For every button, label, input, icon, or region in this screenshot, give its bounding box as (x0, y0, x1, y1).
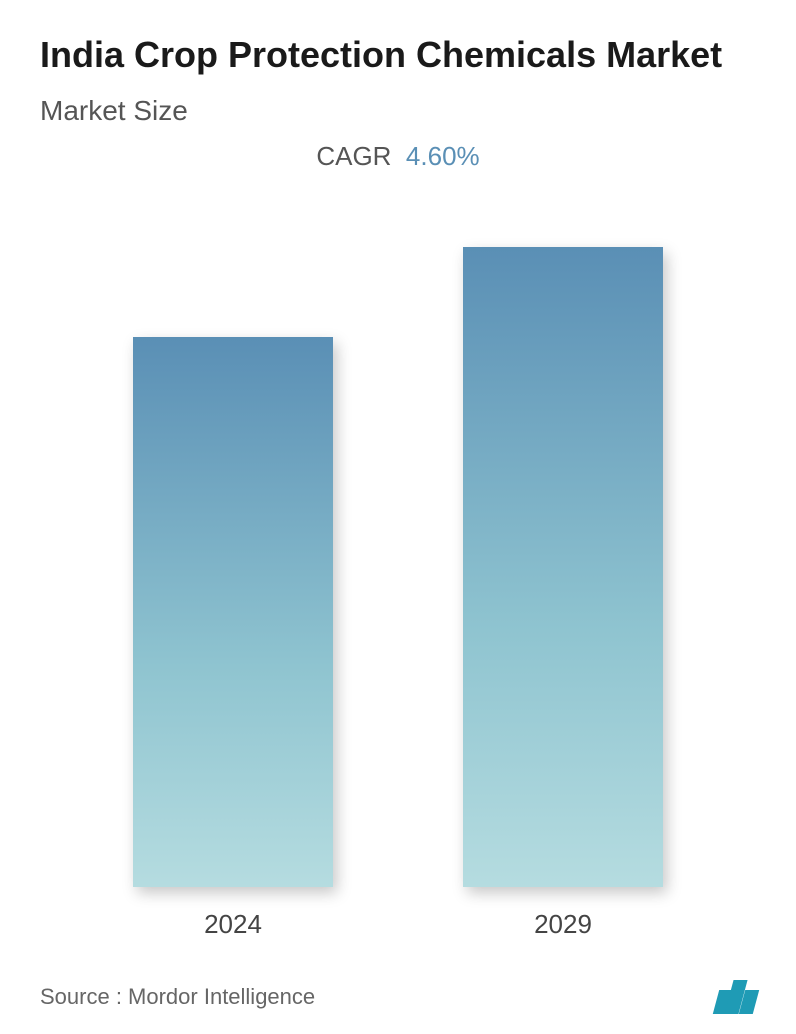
chart-title: India Crop Protection Chemicals Market (40, 32, 756, 77)
cagr-label: CAGR (316, 141, 391, 171)
bar-2029 (463, 247, 663, 887)
cagr-row: CAGR 4.60% (40, 141, 756, 172)
chart-container: India Crop Protection Chemicals Market M… (0, 0, 796, 1034)
bar-label-2024: 2024 (204, 909, 262, 940)
bar-label-2029: 2029 (534, 909, 592, 940)
bar-group-2024: 2024 (133, 337, 333, 940)
chart-footer: Source : Mordor Intelligence (40, 950, 756, 1014)
bar-group-2029: 2029 (463, 247, 663, 940)
mordor-logo-icon (716, 980, 756, 1014)
bar-2024 (133, 337, 333, 887)
source-text: Source : Mordor Intelligence (40, 984, 315, 1010)
chart-subtitle: Market Size (40, 95, 756, 127)
bar-chart: 2024 2029 (40, 212, 756, 950)
cagr-value: 4.60% (406, 141, 480, 171)
